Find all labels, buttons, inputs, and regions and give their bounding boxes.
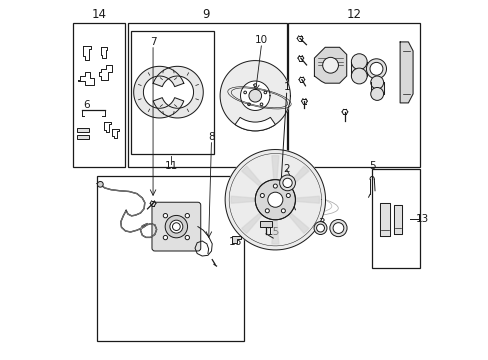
- Circle shape: [366, 59, 386, 79]
- Bar: [128, 23, 286, 167]
- Circle shape: [169, 220, 183, 233]
- Polygon shape: [231, 196, 254, 203]
- Circle shape: [172, 223, 180, 230]
- Circle shape: [165, 215, 187, 238]
- Circle shape: [247, 103, 250, 105]
- Text: 2: 2: [283, 164, 289, 174]
- Text: 10: 10: [255, 35, 268, 45]
- Text: 14: 14: [92, 8, 106, 21]
- Bar: [131, 31, 214, 154]
- Circle shape: [282, 178, 292, 188]
- Bar: [371, 169, 419, 268]
- Circle shape: [244, 91, 246, 94]
- Polygon shape: [153, 66, 203, 118]
- Polygon shape: [241, 166, 261, 186]
- Circle shape: [253, 84, 256, 86]
- Polygon shape: [296, 196, 319, 203]
- Polygon shape: [271, 156, 278, 179]
- Circle shape: [255, 180, 295, 220]
- Circle shape: [185, 235, 189, 240]
- Bar: [287, 23, 419, 167]
- Bar: [73, 23, 125, 167]
- Text: 11: 11: [164, 161, 177, 171]
- Text: 7: 7: [149, 37, 156, 47]
- Text: 6: 6: [83, 100, 90, 110]
- Polygon shape: [77, 135, 88, 139]
- Circle shape: [265, 209, 269, 213]
- Polygon shape: [224, 149, 325, 250]
- Text: 4: 4: [337, 222, 343, 232]
- Circle shape: [351, 54, 366, 69]
- Circle shape: [260, 193, 264, 198]
- Circle shape: [322, 57, 338, 73]
- Circle shape: [332, 223, 343, 233]
- Circle shape: [97, 181, 103, 187]
- Polygon shape: [220, 60, 290, 131]
- Circle shape: [273, 184, 277, 188]
- Bar: [97, 176, 244, 341]
- Polygon shape: [370, 82, 383, 94]
- Text: 16: 16: [229, 237, 242, 247]
- Text: 15: 15: [267, 227, 280, 237]
- Text: 13: 13: [415, 214, 428, 224]
- Wedge shape: [235, 117, 275, 131]
- Polygon shape: [240, 81, 269, 111]
- Text: 3: 3: [318, 218, 325, 228]
- Polygon shape: [232, 235, 241, 243]
- Circle shape: [313, 222, 326, 234]
- Circle shape: [279, 175, 295, 191]
- Polygon shape: [241, 213, 261, 233]
- Circle shape: [163, 235, 167, 240]
- Circle shape: [351, 68, 366, 84]
- Polygon shape: [351, 62, 366, 76]
- Circle shape: [163, 213, 167, 218]
- Polygon shape: [314, 47, 346, 83]
- Circle shape: [281, 209, 285, 213]
- Text: 1: 1: [284, 82, 290, 93]
- Circle shape: [260, 103, 263, 105]
- Circle shape: [316, 224, 324, 232]
- Circle shape: [370, 87, 383, 100]
- Circle shape: [370, 76, 383, 89]
- Polygon shape: [288, 213, 308, 233]
- Circle shape: [286, 193, 290, 198]
- Circle shape: [329, 220, 346, 237]
- Polygon shape: [259, 221, 272, 226]
- Circle shape: [248, 89, 261, 102]
- Polygon shape: [288, 166, 308, 186]
- Circle shape: [267, 192, 282, 207]
- Text: 12: 12: [346, 8, 361, 21]
- Polygon shape: [380, 203, 389, 235]
- Polygon shape: [399, 42, 412, 103]
- Text: 8: 8: [208, 132, 214, 142]
- Circle shape: [369, 62, 382, 75]
- Polygon shape: [271, 221, 278, 244]
- Text: 9: 9: [202, 8, 209, 21]
- Circle shape: [264, 91, 266, 94]
- Polygon shape: [394, 205, 402, 234]
- Polygon shape: [77, 128, 88, 132]
- Polygon shape: [133, 66, 183, 118]
- Text: 5: 5: [369, 161, 375, 171]
- Circle shape: [185, 213, 189, 218]
- FancyBboxPatch shape: [152, 202, 201, 251]
